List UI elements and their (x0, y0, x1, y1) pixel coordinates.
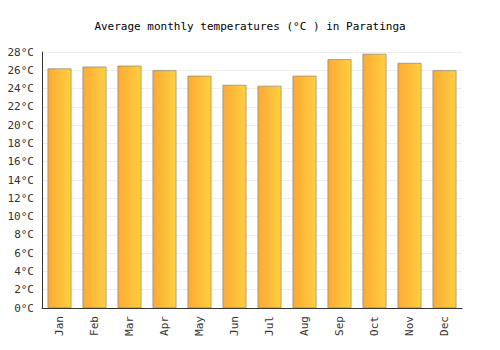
svg-text:24°C: 24°C (8, 82, 35, 95)
svg-text:May: May (193, 316, 206, 336)
svg-text:Jun: Jun (228, 316, 241, 336)
svg-text:Nov: Nov (403, 316, 416, 336)
svg-text:8°C: 8°C (14, 228, 34, 241)
svg-text:Jan: Jan (53, 316, 66, 336)
svg-text:6°C: 6°C (14, 247, 34, 260)
svg-text:Sep: Sep (333, 316, 346, 336)
svg-text:Dec: Dec (438, 316, 451, 336)
svg-text:10°C: 10°C (8, 210, 35, 223)
svg-text:Average monthly temperatures (: Average monthly temperatures (°C ) in Pa… (94, 20, 405, 33)
svg-text:2°C: 2°C (14, 283, 34, 296)
svg-text:Mar: Mar (123, 316, 136, 336)
svg-text:4°C: 4°C (14, 265, 34, 278)
svg-text:22°C: 22°C (8, 100, 35, 113)
svg-text:Oct: Oct (368, 316, 381, 336)
svg-text:0°C: 0°C (14, 302, 34, 315)
svg-text:14°C: 14°C (8, 174, 35, 187)
svg-text:Jul: Jul (263, 316, 276, 336)
svg-text:Aug: Aug (298, 316, 311, 336)
svg-text:18°C: 18°C (8, 137, 35, 150)
svg-text:26°C: 26°C (8, 64, 35, 77)
svg-text:Feb: Feb (88, 316, 101, 336)
svg-text:12°C: 12°C (8, 192, 35, 205)
svg-text:16°C: 16°C (8, 155, 35, 168)
svg-text:Apr: Apr (158, 316, 171, 336)
svg-text:28°C: 28°C (8, 46, 35, 59)
svg-text:20°C: 20°C (8, 119, 35, 132)
